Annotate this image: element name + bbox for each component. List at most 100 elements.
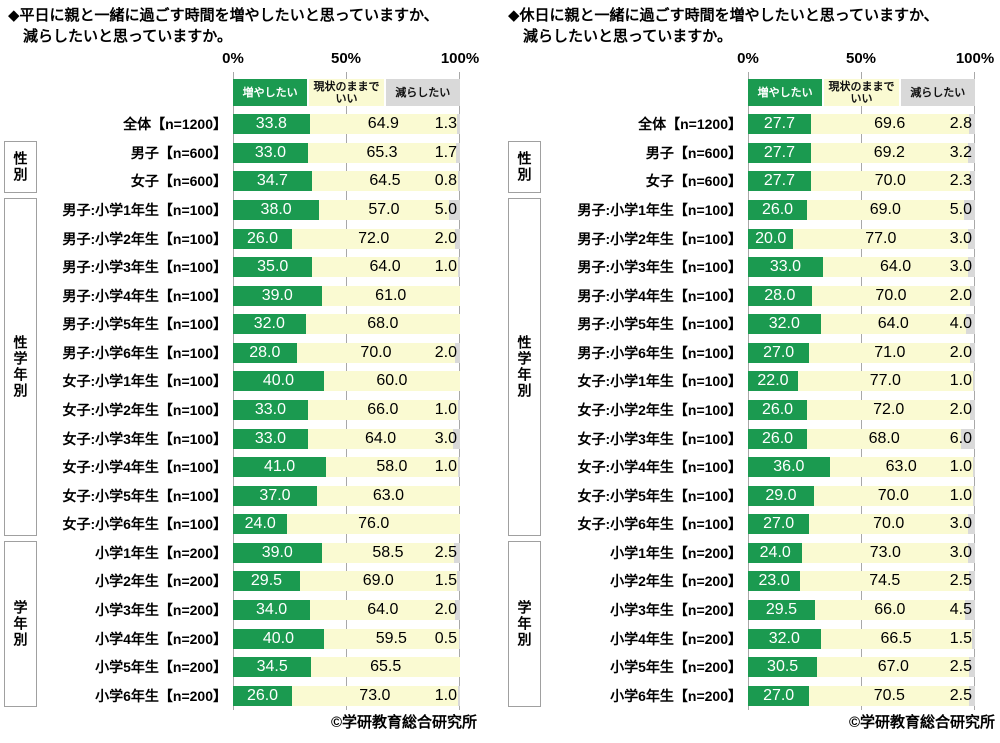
chart-row: 全体【n=1200】 27.7 69.6 2.8 bbox=[500, 110, 1000, 139]
chart-row: 小学5年生【n=200】 34.5 65.5 bbox=[0, 653, 500, 682]
segment-increase: 27.0 bbox=[748, 514, 810, 535]
segment-keep: 61.0 bbox=[321, 285, 460, 306]
segment-keep: 70.0 bbox=[809, 514, 969, 535]
stacked-bar: 33.0 66.0 1.0 bbox=[233, 399, 460, 420]
value-label-segment-decrease: 1.0 bbox=[949, 486, 972, 504]
segment-decrease bbox=[456, 142, 460, 163]
value-label-segment-increase: 40.0 bbox=[262, 372, 294, 390]
value-label-segment-keep: 73.0 bbox=[869, 543, 901, 561]
chart-title-line1: ◆平日に親と一緒に過ごす時間を増やしたいと思っていますか、 bbox=[8, 7, 439, 24]
row-category-label: 小学1年生【n=200】 bbox=[95, 544, 227, 561]
chart-row: 全体【n=1200】 33.8 64.9 1.3 bbox=[0, 110, 500, 139]
chart-row: 小学1年生【n=200】 24.0 73.0 3.0 bbox=[500, 539, 1000, 568]
segment-decrease bbox=[971, 628, 975, 649]
legend-item-keep: 現状のままでいい bbox=[309, 79, 384, 106]
segment-increase: 27.7 bbox=[748, 171, 811, 192]
value-label-segment-increase: 37.0 bbox=[259, 486, 291, 504]
value-label-segment-keep: 69.2 bbox=[873, 143, 905, 161]
row-group-label: 性別 bbox=[4, 140, 37, 193]
segment-decrease bbox=[968, 542, 975, 563]
x-axis-tick-0: 0% bbox=[737, 50, 759, 67]
x-axis-tick-100: 100% bbox=[955, 50, 995, 67]
legend-item-increase: 増やしたい bbox=[233, 79, 308, 106]
segment-keep: 58.0 bbox=[326, 457, 458, 478]
chart-row: 男子:小学6年生【n=100】 27.0 71.0 2.0 bbox=[500, 339, 1000, 368]
segment-keep: 70.0 bbox=[810, 171, 970, 192]
chart-title-line2: 減らしたいと思っていますか。 bbox=[23, 28, 232, 45]
value-label-segment-increase: 32.0 bbox=[253, 315, 285, 333]
row-category-label: 男子:小学5年生【n=100】 bbox=[62, 316, 227, 333]
segment-decrease bbox=[453, 428, 460, 449]
value-label-segment-decrease: 1.0 bbox=[434, 686, 457, 704]
row-category-label: 女子:小学1年生【n=100】 bbox=[577, 373, 742, 390]
value-label-segment-keep: 70.0 bbox=[360, 343, 392, 361]
row-category-label: 小学3年生【n=200】 bbox=[610, 601, 742, 618]
segment-decrease bbox=[458, 628, 460, 649]
value-label-segment-increase: 40.0 bbox=[262, 629, 294, 647]
value-label-segment-increase: 26.0 bbox=[761, 200, 794, 218]
segment-keep: 59.5 bbox=[323, 628, 459, 649]
segment-increase: 33.8 bbox=[233, 114, 310, 135]
segment-keep: 66.0 bbox=[814, 599, 965, 620]
source-credit: ©学研教育総合研究所 bbox=[848, 714, 995, 731]
segment-increase: 33.0 bbox=[748, 257, 823, 278]
row-category-label: 男子:小学1年生【n=100】 bbox=[62, 201, 227, 218]
stacked-bar: 27.0 70.5 2.5 bbox=[748, 685, 975, 706]
value-label-segment-increase: 33.0 bbox=[769, 258, 802, 276]
segment-increase: 33.0 bbox=[233, 142, 308, 163]
segment-increase: 27.7 bbox=[748, 114, 811, 135]
value-label-segment-keep: 64.0 bbox=[369, 258, 401, 276]
stacked-bar: 33.0 64.0 3.0 bbox=[748, 257, 975, 278]
value-label-segment-keep: 64.0 bbox=[367, 600, 399, 618]
segment-keep: 76.0 bbox=[287, 514, 460, 535]
legend: 増やしたい 現状のままでいい 減らしたい bbox=[748, 79, 975, 106]
value-label-segment-increase: 30.5 bbox=[767, 658, 799, 676]
value-label-segment-increase: 27.0 bbox=[763, 686, 795, 704]
row-category-label: 小学2年生【n=200】 bbox=[95, 573, 227, 590]
segment-decrease bbox=[969, 171, 975, 192]
segment-decrease bbox=[972, 371, 975, 392]
stacked-bar: 29.5 69.0 1.5 bbox=[233, 571, 460, 592]
row-category-label: 女子:小学6年生【n=100】 bbox=[577, 516, 742, 533]
value-label-segment-keep: 64.0 bbox=[364, 429, 397, 447]
row-category-label: 男子:小学2年生【n=100】 bbox=[577, 230, 742, 247]
stacked-bar: 39.0 58.5 2.5 bbox=[233, 542, 460, 563]
row-category-label: 男子:小学1年生【n=100】 bbox=[577, 201, 742, 218]
row-category-label: 女子:小学2年生【n=100】 bbox=[577, 401, 742, 418]
segment-increase: 34.5 bbox=[233, 657, 312, 678]
stacked-bar: 22.0 77.0 1.0 bbox=[748, 371, 975, 392]
segment-increase: 38.0 bbox=[233, 199, 320, 220]
chart-row: 女子:小学1年生【n=100】 40.0 60.0 bbox=[0, 367, 500, 396]
value-label-segment-keep: 72.0 bbox=[358, 229, 390, 247]
row-category-label: 小学1年生【n=200】 bbox=[610, 544, 742, 561]
stacked-bar: 26.0 72.0 2.0 bbox=[233, 228, 460, 249]
value-label-segment-increase: 26.0 bbox=[246, 686, 279, 704]
segment-keep: 64.5 bbox=[311, 171, 459, 192]
row-category-label: 女子:小学4年生【n=100】 bbox=[577, 459, 742, 476]
value-label-segment-keep: 72.0 bbox=[873, 400, 905, 418]
chart-row: 小学2年生【n=200】 23.0 74.5 2.5 bbox=[500, 567, 1000, 596]
segment-increase: 41.0 bbox=[233, 457, 327, 478]
segment-decrease bbox=[970, 342, 975, 363]
segment-keep: 60.0 bbox=[323, 371, 460, 392]
stacked-bar: 34.7 64.5 0.8 bbox=[233, 171, 460, 192]
value-label-segment-increase: 38.0 bbox=[260, 200, 292, 218]
value-label-segment-keep: 68.0 bbox=[868, 429, 900, 447]
stacked-bar: 24.0 76.0 bbox=[233, 514, 460, 535]
value-label-segment-increase: 39.0 bbox=[261, 286, 293, 304]
x-axis-tick-100: 100% bbox=[440, 50, 480, 67]
segment-increase: 40.0 bbox=[233, 628, 324, 649]
chart-row: 小学4年生【n=200】 32.0 66.5 1.5 bbox=[500, 624, 1000, 653]
value-label-segment-keep: 76.0 bbox=[358, 515, 390, 533]
segment-increase: 40.0 bbox=[233, 371, 324, 392]
row-category-label: 男子:小学4年生【n=100】 bbox=[577, 287, 742, 304]
segment-increase: 29.5 bbox=[233, 571, 300, 592]
segment-increase: 26.0 bbox=[233, 228, 293, 249]
chart-row: 男子:小学1年生【n=100】 26.0 69.0 5.0 bbox=[500, 196, 1000, 225]
row-category-label: 男子:小学4年生【n=100】 bbox=[62, 287, 227, 304]
row-category-label: 小学6年生【n=200】 bbox=[95, 687, 227, 704]
value-label-segment-increase: 27.0 bbox=[763, 515, 795, 533]
chart-row: 女子:小学3年生【n=100】 26.0 68.0 6.0 bbox=[500, 424, 1000, 453]
segment-decrease bbox=[969, 571, 975, 592]
stacked-bar: 26.0 69.0 5.0 bbox=[748, 199, 975, 220]
